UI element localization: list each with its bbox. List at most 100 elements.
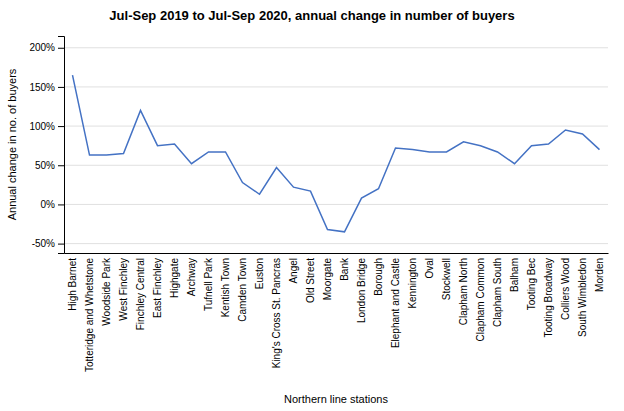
tick: High Barnet	[67, 258, 78, 311]
tick-label: Tufnell Park	[203, 257, 214, 311]
tick: East Finchley	[152, 258, 163, 318]
tick: Clapham Common	[475, 258, 486, 341]
plot: -50% 0% 50% 100% 150% 200% High Barnet Totterid…	[29, 37, 608, 372]
tick-label: 50%	[35, 160, 55, 171]
tick-label: Clapham North	[458, 258, 469, 325]
tick: King's Cross St. Pancras	[271, 258, 282, 368]
tick: Kentish Town	[220, 258, 231, 317]
tick: Finchley Central	[135, 258, 146, 330]
tick: Highgate	[169, 258, 180, 298]
tick: Colliers Wood	[560, 258, 571, 320]
tick-label: Borough	[373, 258, 384, 296]
tick: Bank	[339, 257, 350, 281]
grid	[64, 48, 608, 244]
tick-label: Oval	[424, 258, 435, 279]
tick-mark	[58, 126, 64, 127]
tick: South Wimbledon	[577, 258, 588, 337]
tick: Elephant and Castle	[390, 258, 401, 349]
tick: Stockwell	[441, 258, 452, 300]
tick: 100%	[29, 121, 64, 132]
tick-label: High Barnet	[67, 258, 78, 311]
grid-line	[64, 204, 608, 205]
tick-label: Euston	[254, 258, 265, 289]
tick: 0%	[41, 199, 64, 210]
tick-label: Tooting Bec	[526, 258, 537, 310]
tick: 150%	[29, 82, 64, 93]
tick-label: Finchley Central	[135, 258, 146, 330]
tick-mark	[58, 244, 64, 245]
tick-label: King's Cross St. Pancras	[271, 258, 282, 368]
tick: Old Street	[305, 258, 316, 303]
tick-label: London Bridge	[356, 258, 367, 323]
tick: Archway	[186, 258, 197, 296]
y-axis-title: Annual change in no. of buyers	[6, 68, 18, 220]
tick: Borough	[373, 258, 384, 296]
tick: 50%	[35, 160, 64, 171]
tick: Angel	[288, 258, 299, 284]
tick: Woodside Park	[101, 257, 112, 326]
tick-label: Elephant and Castle	[390, 258, 401, 349]
tick-label: Morden	[594, 258, 605, 292]
tick-mark	[58, 87, 64, 88]
tick: 200%	[29, 42, 64, 53]
tick-label: Archway	[186, 258, 197, 296]
tick: -50%	[32, 238, 64, 249]
tick: Oval	[424, 258, 435, 279]
tick-label: 0%	[41, 199, 56, 210]
tick: Morden	[594, 258, 605, 292]
axis-line	[58, 37, 65, 254]
tick: Moorgate	[322, 258, 333, 301]
tick: West Finchley	[118, 258, 129, 321]
tick: Clapham South	[492, 258, 503, 327]
tick-mark	[58, 165, 64, 166]
tick: London Bridge	[356, 258, 367, 323]
x-axis: High Barnet Totteridge and Whetstone Woods…	[65, 254, 609, 372]
tick-label: Kennington	[407, 258, 418, 309]
tick-label: West Finchley	[118, 258, 129, 321]
tick-label: 150%	[29, 82, 55, 93]
axis-line	[65, 253, 609, 254]
tick: Tufnell Park	[203, 257, 214, 311]
tick-label: Camden Town	[237, 258, 248, 322]
tick-label: 200%	[29, 42, 55, 53]
title: Jul-Sep 2019 to Jul-Sep 2020, annual cha…	[109, 8, 514, 23]
tick: Totteridge and Whetstone	[84, 258, 95, 372]
tick: Kennington	[407, 258, 418, 309]
tick-label: -50%	[32, 238, 55, 249]
tick-label: East Finchley	[152, 258, 163, 318]
grid-line	[64, 165, 608, 166]
tick-label: Balham	[509, 258, 520, 292]
marks	[73, 75, 600, 232]
tick: Euston	[254, 258, 265, 289]
tick-label: Clapham Common	[475, 258, 486, 341]
grid-line	[64, 243, 608, 244]
tick-label: South Wimbledon	[577, 258, 588, 337]
tick-label: Stockwell	[441, 258, 452, 300]
chart: Jul-Sep 2019 to Jul-Sep 2020, annual cha…	[0, 0, 624, 411]
tick-label: Angel	[288, 258, 299, 284]
tick-label: Tooting Broadway	[543, 258, 554, 338]
tick-label: Woodside Park	[101, 257, 112, 326]
tick-label: Clapham South	[492, 258, 503, 327]
x-axis-title: Northern line stations	[284, 393, 388, 405]
tick-label: Old Street	[305, 258, 316, 303]
line	[73, 75, 600, 232]
tick: Clapham North	[458, 258, 469, 325]
grid-line	[64, 126, 608, 127]
tick-label: Kentish Town	[220, 258, 231, 317]
tick-label: Totteridge and Whetstone	[84, 258, 95, 372]
grid-line	[64, 47, 608, 48]
tick-mark	[58, 204, 64, 205]
tick-mark	[58, 48, 64, 49]
y-axis: -50% 0% 50% 100% 150% 200%	[29, 37, 64, 254]
tick: Balham	[509, 258, 520, 292]
tick-label: 100%	[29, 121, 55, 132]
tick: Camden Town	[237, 258, 248, 322]
tick-label: Highgate	[169, 258, 180, 298]
tick-label: Colliers Wood	[560, 258, 571, 320]
tick: Tooting Bec	[526, 258, 537, 310]
tick-label: Bank	[339, 257, 350, 281]
tick: Tooting Broadway	[543, 258, 554, 338]
grid-line	[64, 86, 608, 87]
tick-label: Moorgate	[322, 258, 333, 301]
